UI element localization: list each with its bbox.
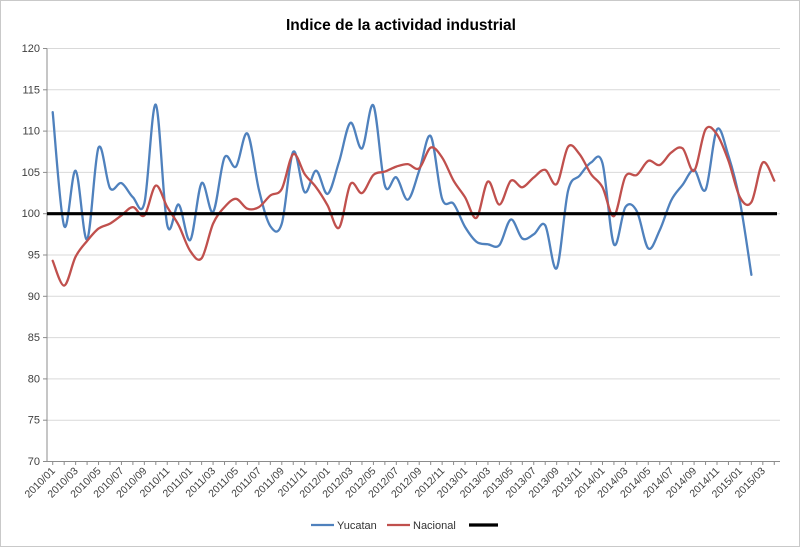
y-axis-label-70: 70	[28, 456, 40, 468]
y-axis-label-80: 80	[28, 373, 40, 385]
y-axis-label-120: 120	[22, 43, 40, 55]
legend-item-yucatan: Yucatan	[311, 520, 377, 532]
yucatan-line	[51, 103, 753, 276]
y-axis-label-95: 95	[28, 250, 40, 262]
y-axis-label-75: 75	[28, 415, 40, 427]
y-axis-label-110: 110	[22, 126, 40, 138]
y-axis-label-85: 85	[28, 332, 40, 344]
legend-label-yucatan: Yucatan	[337, 520, 377, 532]
y-axis-label-100: 100	[22, 208, 40, 220]
legend-item-nacional: Nacional	[387, 520, 456, 532]
nacional-line	[51, 125, 776, 287]
y-axis-label-115: 115	[22, 84, 40, 96]
plot-area: 7075808590951001051101151202010/012010/0…	[22, 43, 780, 500]
chart-title: Indice de la actividad industrial	[286, 17, 516, 34]
legend-label-nacional: Nacional	[413, 520, 456, 532]
y-axis-label-90: 90	[28, 291, 40, 303]
legend: Yucatan Nacional	[311, 520, 498, 532]
y-axis-label-105: 105	[22, 167, 40, 179]
